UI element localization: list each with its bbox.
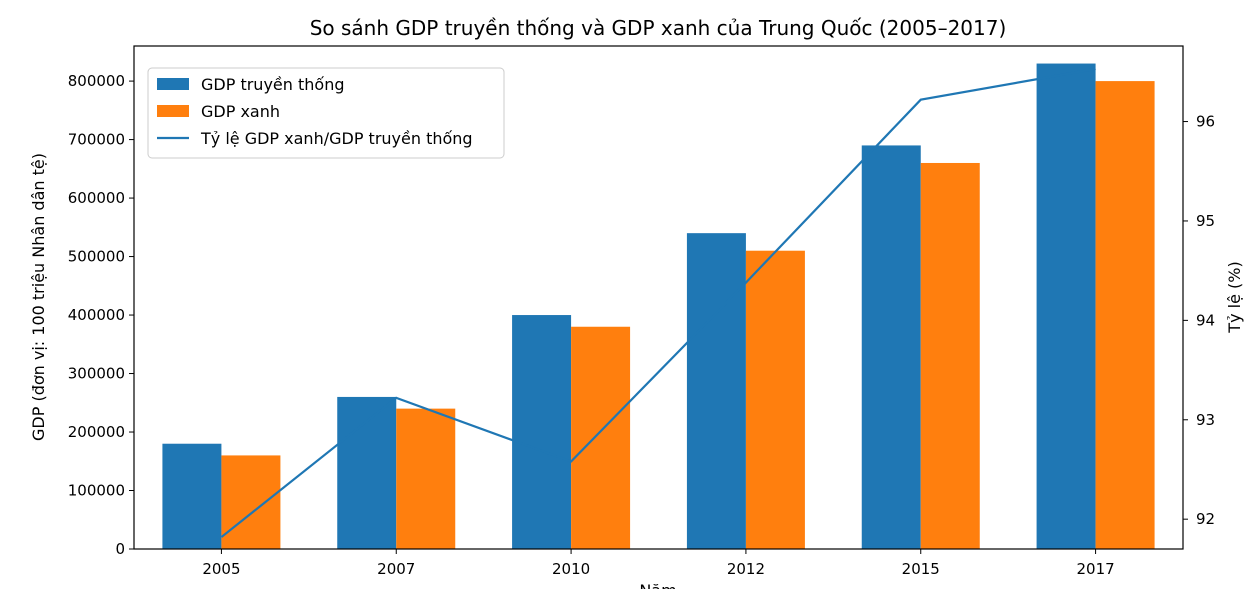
y-tick-label: 0 — [115, 540, 125, 558]
legend-label: Tỷ lệ GDP xanh/GDP truyền thống — [200, 129, 473, 148]
x-tick-label: 2007 — [377, 560, 415, 578]
y-tick-label: 300000 — [68, 365, 125, 383]
bar-gdp-truyen-thong-2012 — [686, 233, 746, 550]
ratio-line — [220, 67, 1096, 538]
x-axis: 2005 2007 2010 2012 2015 2017 — [202, 549, 1115, 578]
legend-box — [147, 67, 505, 159]
y-tick-label: 200000 — [68, 423, 125, 441]
y2-tick-label: 94 — [1196, 311, 1215, 329]
plot-frame — [133, 45, 1184, 550]
y-tick-label: 600000 — [68, 189, 125, 207]
bar-gdp-truyen-thong-2015 — [861, 145, 921, 549]
ratio-line-layer — [220, 67, 1096, 538]
bars-layer — [162, 63, 1155, 550]
y2-axis-title: Tỷ lệ (%) — [1225, 261, 1244, 333]
legend-label: GDP xanh — [201, 102, 280, 121]
legend: GDP truyền thống GDP xanh Tỷ lệ GDP xanh/G… — [147, 67, 505, 159]
bar-gdp-xanh-2005 — [221, 455, 281, 549]
x-tick-label: 2017 — [1076, 560, 1114, 578]
y-tick-label: 700000 — [68, 131, 125, 149]
legend-label: GDP truyền thống — [201, 75, 344, 94]
x-tick-label: 2010 — [552, 560, 590, 578]
legend-swatch — [157, 78, 189, 90]
y-axis-left: 0 100000 200000 300000 400000 500000 600000 700… — [68, 72, 134, 558]
bar-gdp-xanh-2012 — [745, 250, 805, 550]
bar-gdp-truyen-thong-2010 — [512, 315, 572, 549]
y-tick-label: 100000 — [68, 482, 125, 500]
x-tick-label: 2012 — [727, 560, 765, 578]
y2-tick-label: 95 — [1196, 212, 1215, 230]
y-tick-label: 500000 — [68, 248, 125, 266]
bar-gdp-xanh-2017 — [1095, 81, 1155, 550]
x-tick-label: 2005 — [202, 560, 240, 578]
y2-tick-label: 93 — [1196, 411, 1215, 429]
bar-gdp-truyen-thong-2017 — [1036, 63, 1096, 550]
chart-title: So sánh GDP truyền thống và GDP xanh của… — [310, 16, 1007, 40]
x-tick-label: 2015 — [902, 560, 940, 578]
y-tick-label: 400000 — [68, 306, 125, 324]
legend-swatch — [157, 105, 189, 117]
y-axis-right: 92 93 94 95 96 — [1183, 113, 1215, 528]
bar-gdp-truyen-thong-2005 — [162, 443, 222, 549]
y-axis-title: GDP (đơn vị: 100 triệu Nhân dân tệ) — [29, 153, 48, 441]
bar-gdp-truyen-thong-2007 — [337, 396, 397, 549]
y2-tick-label: 92 — [1196, 510, 1215, 528]
x-axis-title: Năm — [639, 581, 676, 589]
bar-gdp-xanh-2015 — [920, 162, 980, 549]
y-tick-label: 800000 — [68, 72, 125, 90]
bar-gdp-xanh-2010 — [571, 326, 631, 549]
y2-tick-label: 96 — [1196, 113, 1215, 131]
bar-gdp-xanh-2007 — [396, 408, 456, 549]
